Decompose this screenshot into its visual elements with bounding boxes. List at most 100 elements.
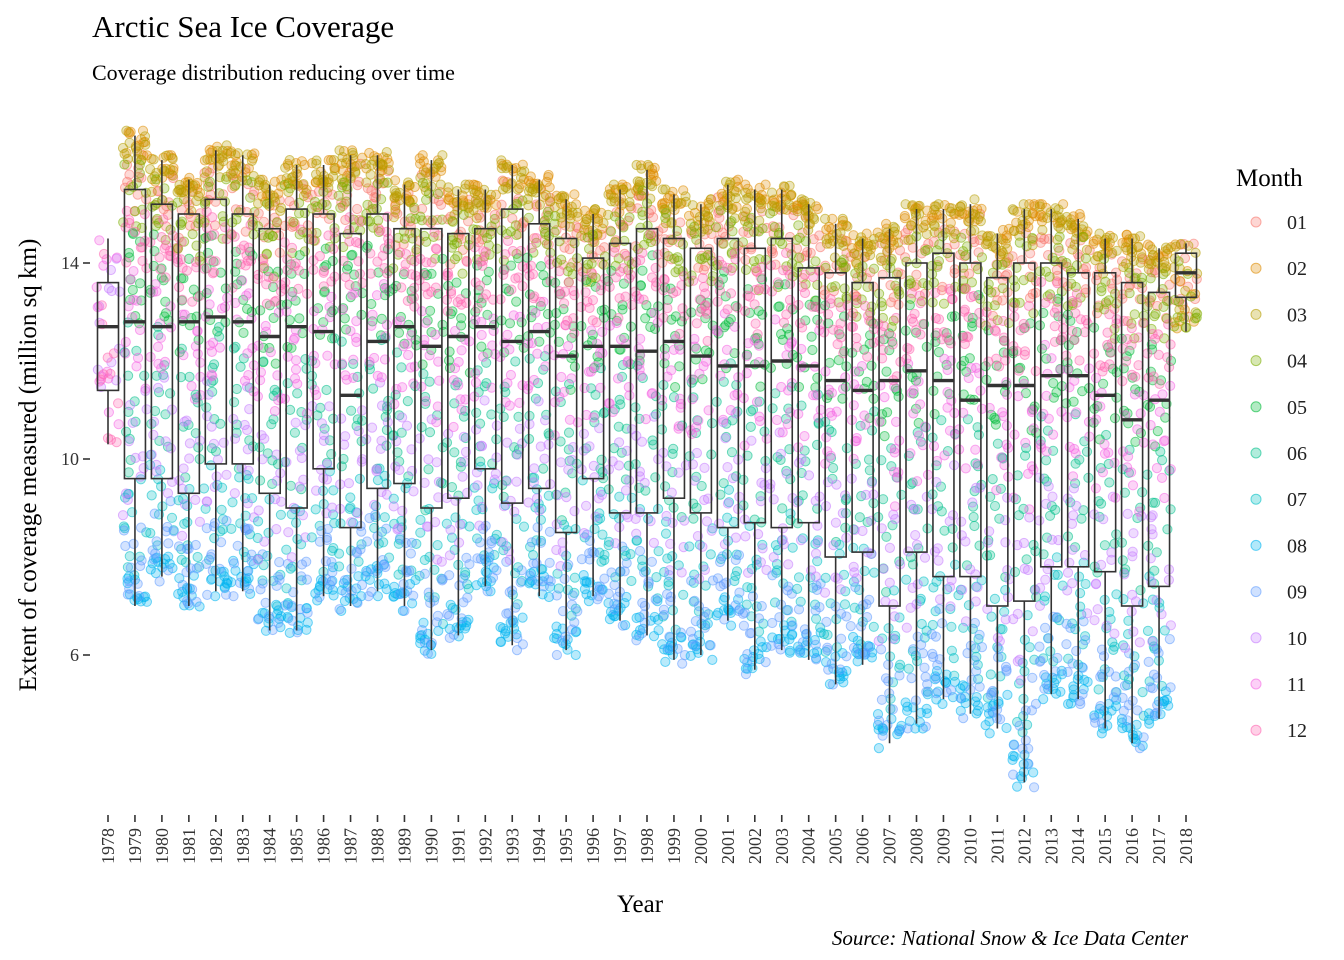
point-1993-12 bbox=[507, 245, 518, 257]
point-1994-12 bbox=[527, 269, 539, 280]
point-2002-12 bbox=[750, 284, 761, 296]
point-2006-07 bbox=[868, 621, 879, 632]
point-1996-09 bbox=[594, 584, 605, 595]
point-1992-06 bbox=[471, 407, 482, 418]
point-2002-09 bbox=[756, 601, 767, 612]
point-1981-06 bbox=[184, 371, 195, 382]
point-1980-09 bbox=[147, 545, 158, 556]
point-1984-10 bbox=[259, 536, 270, 547]
point-1985-10 bbox=[286, 552, 297, 563]
point-1981-07 bbox=[179, 518, 190, 529]
point-1981-04 bbox=[172, 197, 183, 208]
point-2007-06 bbox=[876, 455, 887, 466]
point-2006-07 bbox=[859, 565, 870, 577]
point-1985-10 bbox=[294, 481, 305, 492]
point-2000-12 bbox=[691, 318, 702, 329]
point-1983-03 bbox=[242, 149, 253, 160]
point-1984-08 bbox=[271, 599, 282, 611]
point-2007-07 bbox=[883, 623, 894, 634]
point-1991-09 bbox=[448, 629, 459, 640]
point-2005-04 bbox=[820, 262, 831, 273]
point-2006-12 bbox=[851, 333, 862, 344]
point-2011-08 bbox=[1001, 722, 1012, 734]
point-1987-07 bbox=[334, 548, 345, 559]
point-1979-11 bbox=[134, 324, 146, 336]
point-1981-10 bbox=[177, 483, 188, 494]
point-2000-12 bbox=[697, 272, 708, 284]
point-2003-09 bbox=[774, 612, 785, 623]
point-1987-03 bbox=[347, 147, 358, 158]
point-1978-10 bbox=[106, 285, 117, 297]
point-1985-06 bbox=[285, 480, 296, 491]
point-2009-09 bbox=[946, 685, 957, 696]
point-1997-12 bbox=[618, 263, 629, 274]
point-2009-09 bbox=[926, 629, 937, 640]
point-1984-06 bbox=[268, 414, 279, 425]
point-2003-12 bbox=[778, 317, 790, 328]
point-1981-12 bbox=[190, 256, 202, 267]
point-1986-12 bbox=[328, 243, 339, 255]
point-2008-09 bbox=[920, 671, 931, 683]
point-2009-09 bbox=[931, 688, 942, 699]
point-1991-04 bbox=[449, 254, 461, 265]
point-2002-11 bbox=[751, 396, 763, 408]
point-1992-12 bbox=[470, 277, 481, 288]
point-2001-10 bbox=[722, 498, 734, 509]
point-1991-10 bbox=[459, 456, 470, 467]
point-2002-09 bbox=[747, 591, 759, 602]
point-1992-09 bbox=[475, 537, 486, 548]
point-1991-10 bbox=[458, 431, 469, 442]
point-1985-06 bbox=[289, 427, 300, 438]
point-1984-03 bbox=[275, 205, 286, 216]
point-1994-10 bbox=[523, 497, 534, 508]
point-1980-10 bbox=[160, 436, 171, 447]
point-2012-10 bbox=[1022, 564, 1034, 576]
point-1991-04 bbox=[447, 216, 458, 227]
point-1985-03 bbox=[298, 179, 309, 190]
point-2005-11 bbox=[831, 406, 842, 417]
point-1982-04 bbox=[217, 211, 228, 222]
point-2009-06 bbox=[947, 542, 958, 553]
point-2004-09 bbox=[810, 639, 821, 650]
point-2012-04 bbox=[1010, 281, 1021, 292]
point-2005-10 bbox=[830, 517, 842, 528]
point-1997-10 bbox=[624, 475, 635, 486]
point-1995-11 bbox=[566, 373, 577, 384]
point-2007-11 bbox=[889, 466, 900, 477]
point-1996-12 bbox=[591, 317, 602, 328]
point-1996-11 bbox=[597, 348, 608, 359]
point-2011-12 bbox=[983, 356, 994, 367]
point-1991-04 bbox=[457, 268, 468, 279]
point-1981-10 bbox=[184, 438, 195, 449]
point-1999-03 bbox=[657, 184, 668, 195]
point-1980-11 bbox=[153, 341, 164, 352]
point-1997-09 bbox=[609, 579, 620, 591]
point-1999-04 bbox=[673, 255, 684, 266]
point-1990-09 bbox=[422, 648, 433, 659]
point-2010-10 bbox=[965, 564, 976, 575]
point-1996-10 bbox=[594, 423, 605, 434]
point-1979-06 bbox=[139, 370, 150, 381]
point-2002-10 bbox=[755, 496, 767, 507]
point-1982-11 bbox=[216, 303, 228, 314]
point-1995-03 bbox=[557, 190, 568, 201]
point-2007-11 bbox=[889, 501, 901, 512]
point-1989-10 bbox=[397, 412, 408, 423]
point-1992-09 bbox=[486, 535, 497, 547]
point-2008-12 bbox=[909, 308, 920, 319]
point-2012-09 bbox=[1009, 740, 1020, 751]
point-1994-09 bbox=[533, 575, 544, 587]
point-2006-09 bbox=[864, 594, 875, 606]
point-1994-10 bbox=[533, 396, 544, 407]
point-1983-11 bbox=[243, 288, 254, 299]
point-1994-10 bbox=[528, 477, 539, 488]
point-1997-09 bbox=[617, 620, 628, 631]
point-1996-05 bbox=[576, 321, 587, 332]
point-2008-10 bbox=[919, 552, 931, 563]
point-2001-07 bbox=[723, 484, 735, 495]
point-2012-04 bbox=[1018, 275, 1029, 286]
point-2010-10 bbox=[967, 497, 978, 508]
point-1994-12 bbox=[525, 260, 537, 271]
point-1986-04 bbox=[306, 203, 317, 214]
point-1999-04 bbox=[667, 235, 678, 246]
